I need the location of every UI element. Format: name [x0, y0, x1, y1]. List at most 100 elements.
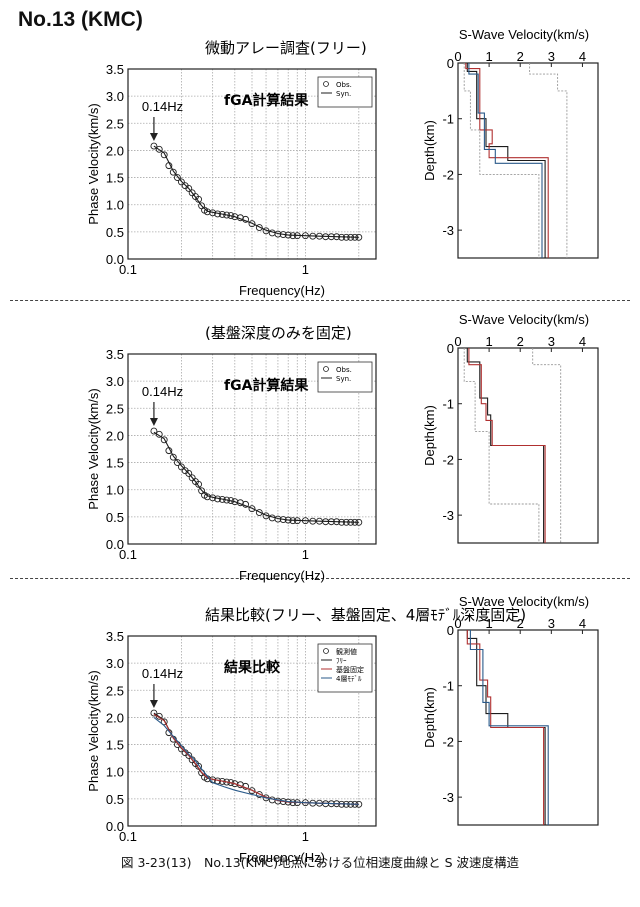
y-tick-label: 3.0 [106, 89, 124, 104]
y-tick-label: 0.0 [106, 252, 124, 267]
x-tick-label: 0 [454, 49, 461, 64]
x-tick-label: 1 [302, 547, 309, 562]
observed-point [185, 751, 193, 759]
observed-point [150, 142, 158, 150]
velocity-profile-line [532, 348, 562, 543]
legend-label: Obs. [336, 366, 352, 374]
observed-point [155, 145, 163, 153]
y-tick-label: -1 [442, 397, 454, 412]
observed-point [185, 184, 193, 192]
y-tick-label: -2 [442, 734, 454, 749]
velocity-structure-chart: S-Wave Velocity(km/s) 0 1 2 3 4 0 -1 -2 -3 Depth(k… [422, 312, 599, 544]
velocity-profile-line [463, 63, 540, 258]
y-tick-label: 2.0 [106, 428, 124, 443]
legend-marker [323, 366, 329, 372]
x-tick-label: 4 [579, 49, 586, 64]
y-tick-label: -1 [442, 679, 454, 694]
legend-label: Obs. [336, 81, 352, 89]
y-tick-label: 0.0 [106, 537, 124, 552]
observed-point [160, 436, 168, 444]
annotation-arrowhead [149, 700, 158, 708]
x-axis-label: Frequency(Hz) [239, 850, 325, 865]
velocity-structure-chart: S-Wave Velocity(km/s) 0 1 2 3 4 0 -1 -2 -3 Depth(k… [422, 594, 599, 826]
vs-title: S-Wave Velocity(km/s) [459, 312, 589, 327]
legend-label: 基盤固定 [336, 665, 364, 674]
y-axis-label: Depth(km) [422, 120, 437, 181]
observed-point [150, 709, 158, 717]
annotation-arrowhead [149, 418, 158, 426]
y-axis-label: Depth(km) [422, 405, 437, 466]
observed-point [185, 469, 193, 477]
observed-point [255, 791, 263, 798]
observed-point [169, 453, 177, 461]
section-divider [10, 578, 630, 579]
figure-caption: 図 3-23(13) No.13(KMC)地点における位相速度曲線と S 波速度… [120, 855, 519, 870]
observed-point [155, 712, 163, 720]
legend-marker [323, 648, 329, 654]
y-tick-label: -3 [442, 508, 454, 523]
phase-velocity-chart: 微動アレー調査(フリー) 0.0 0.5 1.0 1.5 2.0 2.5 3.0 3.5 0.1 1… [86, 39, 377, 298]
x-tick-label: 3 [548, 334, 555, 349]
x-tick-label: 2 [517, 334, 524, 349]
y-tick-label: 0.5 [106, 510, 124, 525]
y-tick-label: 3.5 [106, 62, 124, 77]
inset-title: 結果比較 [224, 659, 281, 676]
x-tick-label: 3 [548, 49, 555, 64]
legend-marker [323, 81, 329, 87]
velocity-profile-line [468, 348, 546, 543]
annotation-label: 0.14Hz [142, 666, 183, 681]
synthetic-curve [153, 716, 359, 805]
y-tick-label: -3 [442, 223, 454, 238]
y-tick-label: 2.5 [106, 401, 124, 416]
observed-point [177, 178, 185, 186]
y-tick-label: 1.0 [106, 765, 124, 780]
annotation-arrowhead [149, 133, 158, 141]
velocity-profile-line [463, 348, 540, 543]
velocity-structure-chart: S-Wave Velocity(km/s) 0 1 2 3 4 0 -1 -2 -3 Depth(k… [422, 27, 599, 259]
y-tick-label: 0 [447, 623, 454, 638]
x-axis-label: Frequency(Hz) [239, 283, 325, 298]
inset-title: fGA計算結果 [224, 92, 309, 109]
y-tick-label: -1 [442, 112, 454, 127]
x-tick-label: 1 [485, 616, 492, 631]
x-tick-label: 2 [517, 49, 524, 64]
velocity-profile-line [465, 63, 549, 258]
plot-frame [127, 353, 377, 545]
y-tick-label: 3.5 [106, 347, 124, 362]
observed-point [255, 509, 263, 516]
section-divider [10, 300, 630, 301]
y-axis-label: Phase Velocity(km/s) [86, 103, 101, 224]
plot-frame [457, 629, 599, 826]
synthetic-curve [153, 713, 359, 805]
plot-frame [127, 68, 377, 260]
x-tick-label: 1 [302, 262, 309, 277]
y-tick-label: 0.5 [106, 792, 124, 807]
observed-point [150, 427, 158, 435]
x-tick-label: 3 [548, 616, 555, 631]
observed-point [169, 168, 177, 176]
y-tick-label: 1.5 [106, 738, 124, 753]
plot-frame [127, 635, 377, 827]
observed-point [160, 151, 168, 159]
observed-point [248, 787, 256, 795]
y-axis-label: Depth(km) [422, 687, 437, 748]
x-axis-label: Frequency(Hz) [239, 568, 325, 583]
x-tick-label: 0 [454, 616, 461, 631]
y-tick-label: 0.5 [106, 225, 124, 240]
observed-point [223, 496, 231, 504]
observed-point [155, 430, 163, 438]
observed-point [160, 718, 168, 726]
plot-frame [457, 347, 599, 544]
y-tick-label: 2.0 [106, 143, 124, 158]
y-tick-label: 0.0 [106, 819, 124, 834]
synthetic-curve [153, 712, 359, 805]
x-tick-label: 0.1 [119, 547, 137, 562]
synthetic-curve [153, 145, 359, 238]
velocity-profile-line [529, 63, 568, 258]
y-tick-label: 1.5 [106, 456, 124, 471]
observed-point [177, 463, 185, 471]
y-tick-label: 3.0 [106, 656, 124, 671]
y-tick-label: -2 [442, 452, 454, 467]
y-tick-label: 1.5 [106, 171, 124, 186]
